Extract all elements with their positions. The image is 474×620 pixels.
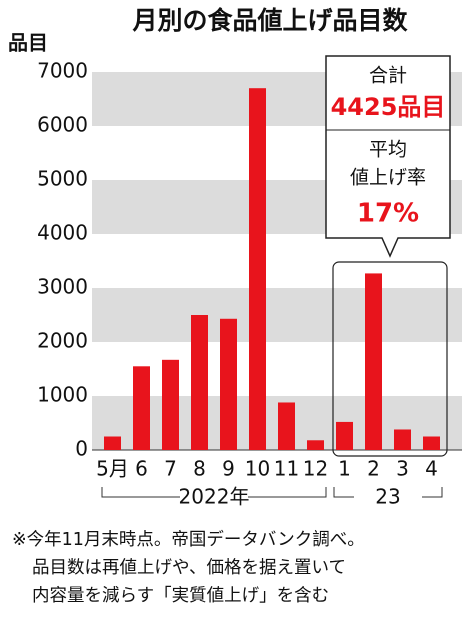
annotation-value: 17% [357,199,419,229]
y-tick-label: 1000 [37,383,88,407]
x-tick-label: 7 [164,457,177,481]
group-bracket [333,487,443,498]
x-tick-label: 1 [338,457,351,481]
bar [336,421,353,450]
y-axis-label: 品目 [8,31,48,55]
group-bracket [101,487,327,498]
x-tick-label: 12 [303,457,328,481]
x-tick-label: 9 [222,457,235,481]
y-tick-label: 5000 [37,167,88,191]
bar [394,429,411,450]
y-tick-label: 7000 [37,59,88,83]
x-tick-label: 5月 [96,457,129,481]
x-tick-label: 8 [193,457,206,481]
bar [249,88,266,450]
group-label: 2022年 [179,485,250,509]
bar [162,359,179,450]
bar [133,366,150,450]
annotation-text: 合計 [369,65,407,87]
y-tick-label: 2000 [37,329,88,353]
bar [191,315,208,450]
bar [220,318,237,450]
annotation-value: 4425品目 [331,93,446,121]
y-tick-label: 0 [75,437,88,461]
footnote: 内容量を減らす「実質値上げ」を含む [32,586,329,606]
annotation-text: 平均 [369,139,407,161]
footnote: 品目数は再値上げや、価格を据え置いて [32,558,346,578]
x-tick-label: 4 [425,457,438,481]
bar [278,402,295,450]
grid-band [92,288,462,342]
annotation-text: 値上げ率 [350,167,426,189]
footnote: ※今年11月末時点。帝国データバンク調べ。 [12,529,365,550]
chart-title: 月別の食品値上げ品目数 [131,6,408,35]
highlight-frame [332,261,448,457]
bar [365,273,382,450]
y-tick-label: 6000 [37,113,88,137]
x-tick-label: 3 [396,457,409,481]
bar [423,436,440,450]
callout-box [325,55,451,258]
bar [104,436,121,450]
x-tick-label: 11 [274,457,299,481]
group-label: 23 [375,485,400,509]
bar [307,440,324,450]
y-tick-label: 3000 [37,275,88,299]
x-tick-label: 10 [245,457,270,481]
x-tick-label: 2 [367,457,380,481]
y-tick-label: 4000 [37,221,88,245]
x-tick-label: 6 [135,457,148,481]
